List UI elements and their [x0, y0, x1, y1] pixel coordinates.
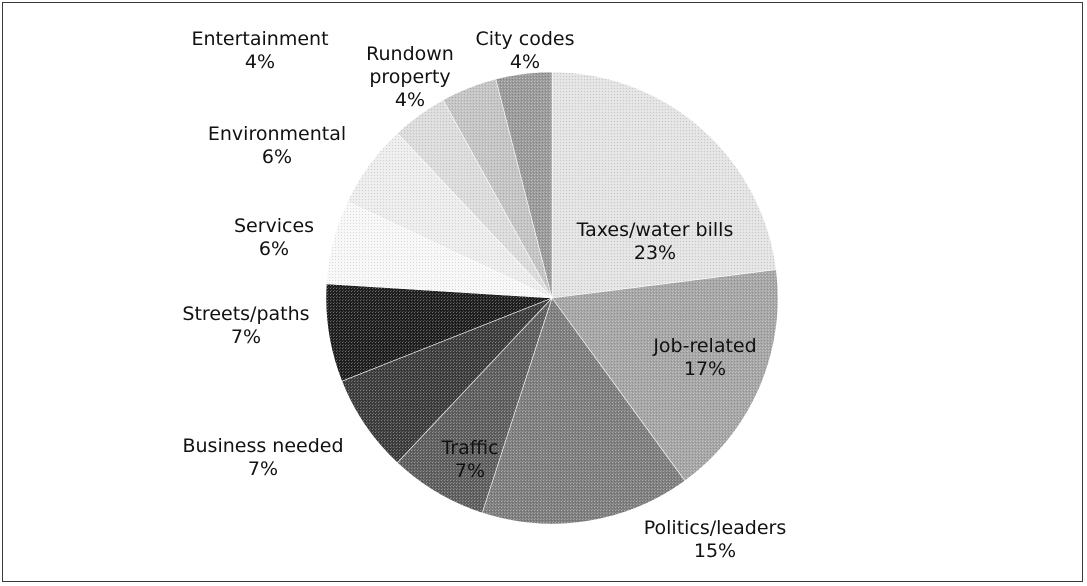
- slice-label-line: Entertainment: [191, 28, 328, 50]
- slice-label-line: Business needed: [182, 435, 343, 457]
- slice-label: Traffic 7%: [440, 437, 498, 482]
- slice-label-line: 4%: [510, 51, 540, 73]
- slice-label-line: Traffic: [440, 437, 498, 459]
- slice-label-line: 4%: [395, 89, 425, 111]
- slice-label-line: Taxes/water bills: [576, 219, 734, 241]
- pie-slice-texture: [397, 99, 552, 298]
- slice-label: Streets/paths 7%: [182, 303, 309, 348]
- slice-label-line: 7%: [455, 460, 485, 482]
- slice-label: Services 6%: [234, 215, 314, 260]
- pie-slice-texture: [443, 79, 552, 298]
- slice-label-line: 6%: [259, 238, 289, 260]
- pie-slice-texture: [341, 298, 552, 463]
- slice-label-line: Streets/paths: [182, 303, 309, 325]
- slice-label-line: 7%: [231, 326, 261, 348]
- slice-label: Taxes/water bills 23%: [576, 219, 734, 264]
- slice-label-line: 17%: [684, 358, 726, 380]
- pie-slice-texture: [347, 133, 552, 298]
- slice-label: Entertainment 4%: [191, 28, 328, 73]
- slice-label: Business needed 7%: [182, 435, 343, 480]
- slice-label-line: Politics/leaders: [644, 517, 787, 539]
- pie-slice-texture: [326, 201, 552, 298]
- pie-slices: [325, 71, 779, 525]
- slice-label: Politics/leaders 15%: [644, 517, 787, 562]
- slice-label: Environmental 6%: [208, 123, 346, 168]
- slice-label: City codes 4%: [476, 28, 575, 73]
- slice-label-line: 23%: [634, 242, 676, 264]
- pie-slice-texture: [552, 269, 779, 481]
- pie-slice-texture: [397, 298, 552, 513]
- slice-label-line: 7%: [248, 458, 278, 480]
- slice-label-line: Environmental: [208, 123, 346, 145]
- pie-slice-texture: [326, 283, 552, 382]
- slice-label-line: Rundown: [366, 43, 454, 65]
- pie-slice-texture: [552, 72, 777, 298]
- pie-labels: Taxes/water bills 23% Job-related 17% Politi…: [182, 28, 786, 562]
- slice-label: Job-related 17%: [652, 335, 756, 380]
- slice-label-line: property: [369, 66, 450, 88]
- pie-slice-texture: [482, 298, 685, 525]
- slice-label: Rundown property 4%: [366, 43, 454, 111]
- pie-slice-texture: [495, 72, 552, 298]
- slice-label-line: Services: [234, 215, 314, 237]
- slice-label-line: Job-related: [652, 335, 756, 357]
- slice-label-line: 4%: [245, 51, 275, 73]
- slice-label-line: 6%: [262, 146, 292, 168]
- slice-label-line: 15%: [694, 540, 736, 562]
- slice-label-line: City codes: [476, 28, 575, 50]
